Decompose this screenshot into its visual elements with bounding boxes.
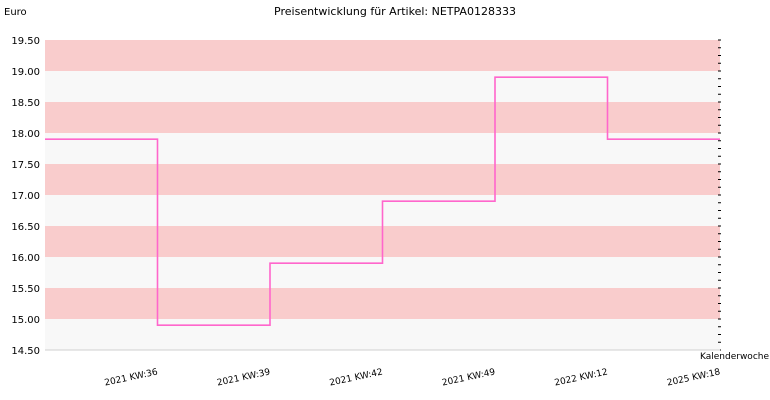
y-axis-label: Euro <box>4 7 27 18</box>
background-band <box>45 288 720 319</box>
y-tick-label: 17.50 <box>11 160 40 171</box>
background-bands <box>45 40 720 350</box>
y-tick-label: 19.50 <box>11 36 40 47</box>
y-tick-label: 14.50 <box>11 346 40 357</box>
x-tick-label: 2022 KW:12 <box>554 368 609 389</box>
x-tick-label: 2025 KW:18 <box>666 367 721 388</box>
x-tick-label: 2021 KW:49 <box>441 367 496 388</box>
background-band <box>45 164 720 195</box>
right-axis-ticks <box>718 39 721 351</box>
background-band <box>45 71 720 102</box>
y-axis-ticks: 14.50 15.00 15.50 16.00 16.50 17.00 17.50 18.00… <box>11 36 40 357</box>
x-axis-label: Kalenderwoche <box>700 352 769 362</box>
y-tick-label: 15.50 <box>11 284 40 295</box>
x-axis-ticks: 2021 KW:36 2021 KW:39 2021 KW:42 2021 KW:49… <box>104 367 722 388</box>
background-band <box>45 133 720 164</box>
background-band <box>45 40 720 71</box>
x-tick-label: 2021 KW:39 <box>216 367 271 388</box>
y-tick-label: 15.00 <box>11 315 40 326</box>
price-step-line <box>45 76 720 326</box>
background-band <box>45 319 720 350</box>
y-tick-label: 18.00 <box>11 129 40 140</box>
y-tick-label: 17.00 <box>11 191 40 202</box>
chart-title: Preisentwicklung für Artikel: NETPA01283… <box>274 5 516 18</box>
y-tick-label: 16.00 <box>11 253 40 264</box>
x-tick-label: 2021 KW:36 <box>104 367 159 388</box>
y-tick-label: 16.50 <box>11 222 40 233</box>
background-band <box>45 102 720 133</box>
x-tick-label: 2021 KW:42 <box>329 368 384 389</box>
y-tick-label: 18.50 <box>11 98 40 109</box>
y-tick-label: 19.00 <box>11 67 40 78</box>
